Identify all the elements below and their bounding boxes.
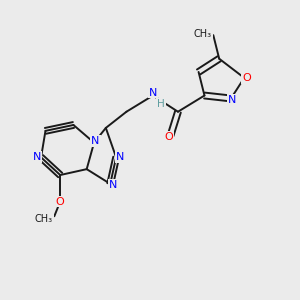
Text: N: N xyxy=(91,136,100,146)
Text: N: N xyxy=(116,152,124,162)
Text: N: N xyxy=(109,180,117,190)
Text: N: N xyxy=(228,95,237,105)
Text: N: N xyxy=(32,152,41,162)
Text: N: N xyxy=(149,88,157,98)
Text: O: O xyxy=(165,132,173,142)
Text: O: O xyxy=(242,73,251,83)
Text: CH₃: CH₃ xyxy=(194,29,212,39)
Text: O: O xyxy=(56,196,64,206)
Text: H: H xyxy=(157,99,165,109)
Text: CH₃: CH₃ xyxy=(35,214,53,224)
